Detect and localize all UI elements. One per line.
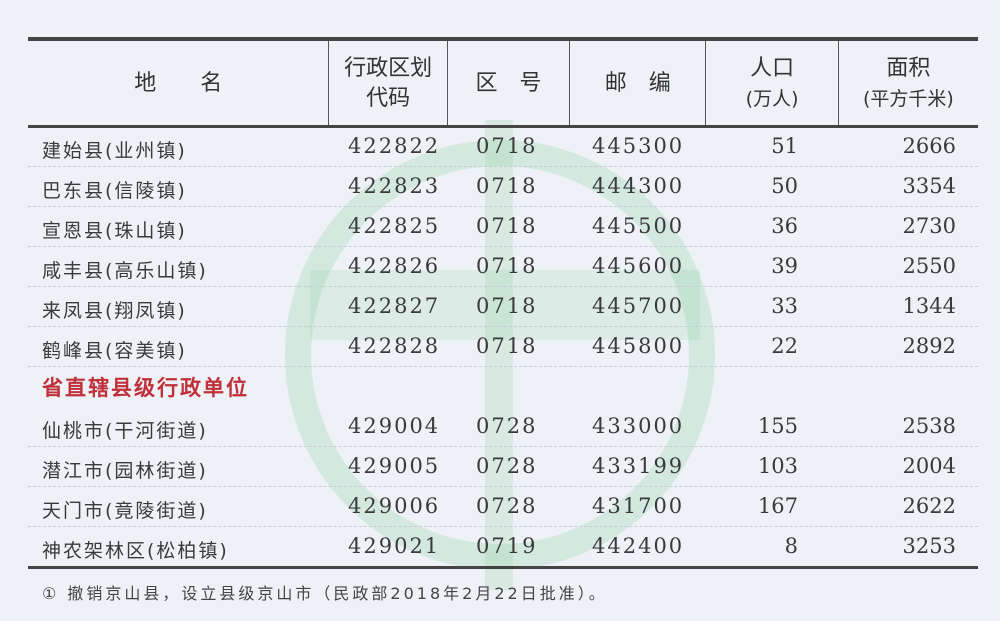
cell-area: 2550 [902, 254, 956, 278]
header-name-text: 地 名 [134, 70, 223, 96]
cell-area: 2892 [902, 334, 956, 358]
cell-postcode: 444300 [592, 174, 685, 198]
cell-area-code: 0718 [476, 174, 538, 198]
cell-population: 22 [771, 334, 798, 358]
header-population: 人口 (万人) [706, 41, 839, 126]
header-postcode-text: 邮 编 [604, 70, 671, 96]
cell-postcode: 433199 [592, 454, 685, 478]
table-row: 来凤县(翔凤镇) 422827 0718 445700 33 1344 [28, 286, 978, 327]
header-area-text: 面积 [886, 55, 931, 81]
cell-code: 422822 [348, 134, 441, 158]
cell-area-code: 0718 [476, 214, 538, 238]
cell-name: 鹤峰县(容美镇) [42, 340, 187, 362]
cell-postcode: 431700 [592, 494, 685, 518]
cell-population: 50 [771, 174, 798, 198]
cell-code: 422828 [348, 334, 441, 358]
cell-name: 巴东县(信陵镇) [42, 180, 187, 202]
header-area-code: 区 号 [448, 41, 571, 126]
cell-area-code: 0719 [476, 534, 538, 558]
cell-population: 103 [757, 454, 798, 478]
header-code-line1: 行政区划 [344, 55, 433, 81]
cell-postcode: 433000 [592, 414, 685, 438]
table-row: 潜江市(园林街道) 429005 0728 433199 103 2004 [28, 446, 978, 487]
table-row: 仙桃市(干河街道) 429004 0728 433000 155 2538 [28, 406, 978, 447]
cell-code: 429021 [348, 534, 441, 558]
table-row: 鹤峰县(容美镇) 422828 0718 445800 22 2892 [28, 326, 978, 367]
cell-area-code: 0728 [476, 454, 538, 478]
cell-code: 429005 [348, 454, 441, 478]
cell-area: 2004 [902, 454, 956, 478]
cell-population: 51 [771, 134, 798, 158]
cell-area-code: 0728 [476, 494, 538, 518]
table-header: 地 名 行政区划代码 区 号 邮 编 人口 (万人) 面积 (平方千米) [28, 41, 978, 126]
header-code: 行政区划 代码 [329, 41, 448, 126]
cell-postcode: 445500 [592, 214, 685, 238]
cell-population: 167 [757, 494, 798, 518]
cell-code: 429006 [348, 494, 441, 518]
cell-name: 宣恩县(珠山镇) [42, 220, 187, 242]
cell-name: 天门市(竟陵街道) [42, 500, 208, 522]
table-row: 建始县(业州镇) 422822 0718 445300 51 2666 [28, 126, 978, 167]
cell-name: 潜江市(园林街道) [42, 460, 208, 482]
table-row: 咸丰县(高乐山镇) 422826 0718 445600 39 2550 [28, 246, 978, 287]
header-population-text: 人口 [750, 55, 795, 81]
table-row: 巴东县(信陵镇) 422823 0718 444300 50 3354 [28, 166, 978, 207]
watermark-bar [310, 270, 700, 340]
cell-area: 3354 [902, 174, 956, 198]
cell-area: 2538 [902, 414, 956, 438]
cell-population: 8 [784, 534, 798, 558]
cell-area: 2666 [902, 134, 956, 158]
table-row: 天门市(竟陵街道) 429006 0728 431700 167 2622 [28, 486, 978, 527]
cell-area-code: 0718 [476, 294, 538, 318]
header-postcode: 邮 编 [570, 41, 707, 126]
cell-name: 建始县(业州镇) [42, 140, 187, 162]
cell-area-code: 0718 [476, 254, 538, 278]
footnote: ① 撤销京山县，设立县级京山市（民政部2018年2月22日批准）。 [42, 584, 608, 603]
header-area-code-text: 区 号 [475, 70, 542, 96]
table-row: 宣恩县(珠山镇) 422825 0718 445500 36 2730 [28, 206, 978, 247]
cell-postcode: 442400 [592, 534, 685, 558]
cell-population: 39 [771, 254, 798, 278]
cell-area: 3253 [902, 534, 956, 558]
cell-postcode: 445300 [592, 134, 685, 158]
cell-name: 神农架林区(松柏镇) [42, 540, 229, 562]
header-code-line2: 代码 [366, 85, 411, 111]
table-row: 神农架林区(松柏镇) 429021 0719 442400 8 3253 [28, 526, 978, 567]
table-bottom-rule [28, 566, 978, 569]
header-area-unit: (平方千米) [862, 87, 954, 110]
cell-area-code: 0718 [476, 334, 538, 358]
cell-code: 422823 [348, 174, 441, 198]
header-name: 地 名 [28, 41, 330, 126]
cell-postcode: 445700 [592, 294, 685, 318]
cell-postcode: 445800 [592, 334, 685, 358]
cell-area-code: 0718 [476, 134, 538, 158]
cell-population: 155 [757, 414, 798, 438]
cell-name: 咸丰县(高乐山镇) [42, 260, 208, 282]
header-bottom-rule [28, 125, 978, 128]
header-population-unit: (万人) [745, 87, 799, 110]
table-top-rule [28, 37, 978, 41]
cell-code: 422826 [348, 254, 441, 278]
cell-postcode: 445600 [592, 254, 685, 278]
section-heading: 省直辖县级行政单位 [42, 376, 249, 400]
cell-code: 429004 [348, 414, 441, 438]
cell-population: 33 [771, 294, 798, 318]
cell-area: 2622 [902, 494, 956, 518]
cell-name: 仙桃市(干河街道) [42, 420, 208, 442]
header-area: 面积 (平方千米) [839, 41, 978, 126]
cell-area-code: 0728 [476, 414, 538, 438]
cell-name: 来凤县(翔凤镇) [42, 300, 187, 322]
cell-area: 1344 [902, 294, 956, 318]
cell-population: 36 [771, 214, 798, 238]
cell-area: 2730 [902, 214, 956, 238]
watermark-bar [485, 120, 513, 590]
cell-code: 422825 [348, 214, 441, 238]
cell-code: 422827 [348, 294, 441, 318]
